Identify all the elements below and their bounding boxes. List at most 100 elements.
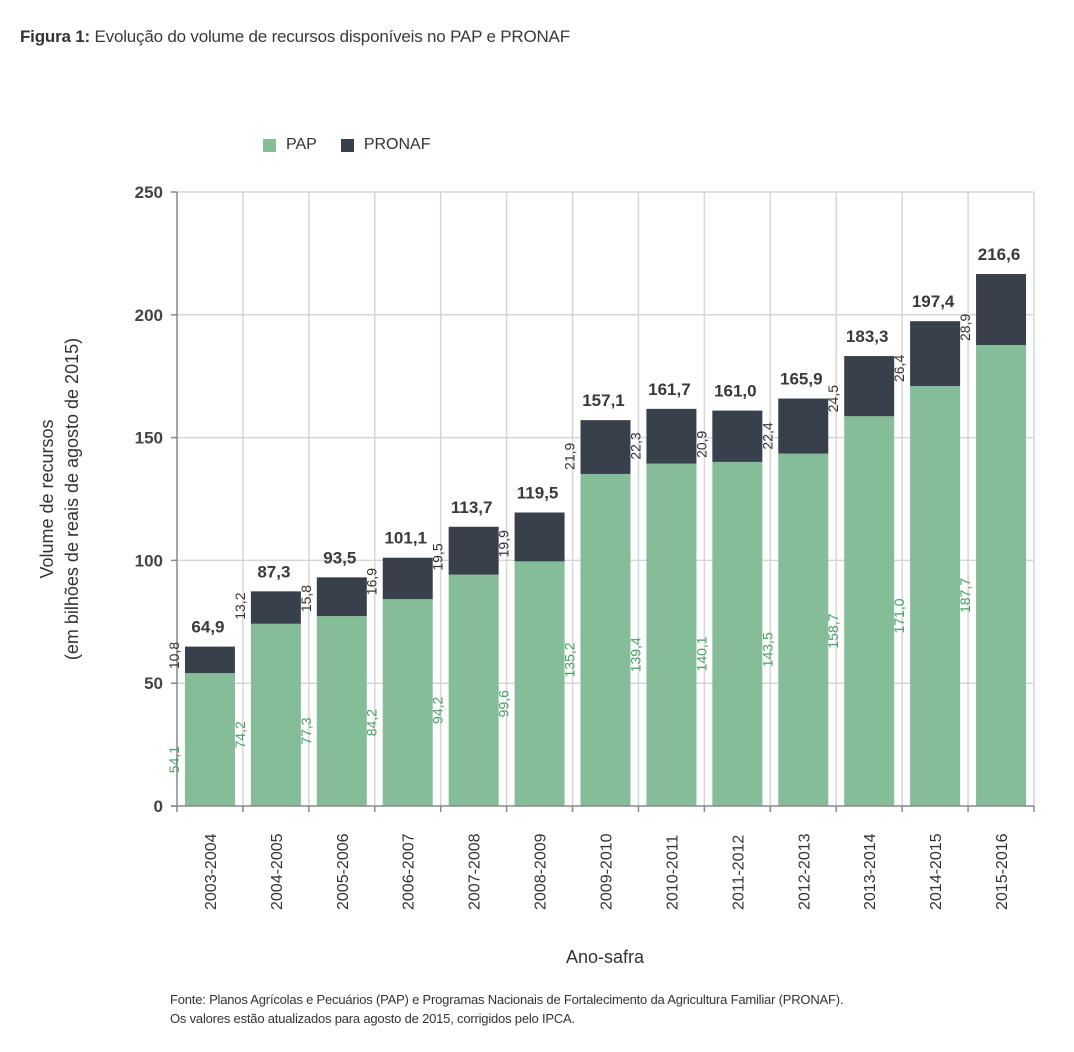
data-label-pap: 99,6 bbox=[496, 690, 512, 717]
x-tick-label: 2007-2008 bbox=[467, 833, 484, 910]
bar-pap bbox=[844, 416, 895, 806]
bar-pronaf bbox=[184, 646, 235, 674]
bar-pronaf bbox=[844, 356, 895, 417]
chart-legend: PAP PRONAF bbox=[263, 136, 455, 154]
x-tick-label: 2011-2012 bbox=[730, 835, 747, 910]
data-label-pap: 94,2 bbox=[430, 696, 446, 723]
legend-swatch-pronaf bbox=[340, 138, 354, 152]
data-label-pronaf: 19,9 bbox=[496, 530, 512, 557]
bar-pronaf bbox=[382, 557, 433, 600]
legend-label-pronaf: PRONAF bbox=[363, 136, 431, 153]
y-tick-label: 250 bbox=[135, 183, 163, 202]
data-label-pap: 140,1 bbox=[693, 636, 709, 671]
x-tick-label: 2013-2014 bbox=[862, 833, 879, 910]
data-label-pap: 158,7 bbox=[825, 613, 841, 648]
data-label-pap: 54,1 bbox=[166, 746, 182, 773]
labels-group: 54,1 10,8 64,9 2003-2004 74,2 13,2 87,3 2004-20… bbox=[166, 245, 1020, 910]
data-label-pronaf: 24,5 bbox=[825, 385, 841, 412]
data-label-total: 101,1 bbox=[384, 529, 427, 548]
data-label-pronaf: 26,4 bbox=[891, 355, 907, 382]
data-label-pap: 139,4 bbox=[627, 637, 643, 672]
bar-pap bbox=[316, 616, 367, 806]
bar-pap bbox=[712, 461, 763, 806]
axes-group: 0 50 100 150 200 250 bbox=[135, 183, 1035, 816]
x-axis-title: Ano-safra bbox=[566, 947, 645, 967]
legend-item-pronaf: PRONAF bbox=[340, 136, 431, 154]
data-label-total: 93,5 bbox=[323, 548, 356, 567]
data-label-pronaf: 20,9 bbox=[693, 430, 709, 457]
bars-group bbox=[184, 274, 1027, 806]
data-label-total: 64,9 bbox=[191, 618, 224, 637]
data-label-pronaf: 16,9 bbox=[364, 568, 380, 595]
source-line-2: Os valores estão atualizados para agosto… bbox=[170, 1011, 575, 1026]
bar-pap bbox=[448, 574, 499, 806]
x-tick-label: 2012-2013 bbox=[796, 833, 813, 910]
data-label-total: 165,9 bbox=[780, 370, 823, 389]
legend-label-pap: PAP bbox=[286, 136, 317, 153]
source-line-1: Fonte: Planos Agrícolas e Pecuários (PAP… bbox=[170, 992, 844, 1007]
data-label-pronaf: 22,3 bbox=[627, 432, 643, 459]
bar-pap bbox=[382, 599, 433, 806]
bar-pronaf bbox=[580, 420, 631, 474]
data-label-pap: 187,7 bbox=[957, 578, 973, 613]
data-label-pap: 135,2 bbox=[562, 642, 578, 677]
data-label-total: 161,7 bbox=[648, 380, 691, 399]
data-label-pap: 171,0 bbox=[891, 598, 907, 633]
data-label-pap: 143,5 bbox=[759, 632, 775, 667]
x-tick-label: 2010-2011 bbox=[664, 835, 681, 910]
x-tick-label: 2014-2015 bbox=[928, 833, 945, 910]
bar-pap bbox=[250, 623, 301, 806]
data-label-total: 113,7 bbox=[451, 498, 493, 517]
y-tick-label: 150 bbox=[135, 429, 163, 448]
bar-pronaf bbox=[778, 398, 829, 454]
bar-pap bbox=[976, 345, 1027, 806]
data-label-pronaf: 28,9 bbox=[957, 314, 973, 341]
bar-pap bbox=[514, 561, 565, 806]
data-label-pronaf: 15,8 bbox=[298, 585, 314, 612]
data-label-pronaf: 13,2 bbox=[232, 592, 248, 619]
source-note: Fonte: Planos Agrícolas e Pecuários (PAP… bbox=[170, 990, 843, 1028]
x-tick-label: 2009-2010 bbox=[599, 833, 616, 910]
legend-item-pap: PAP bbox=[263, 136, 317, 154]
bar-pronaf bbox=[514, 512, 565, 562]
y-tick-label: 0 bbox=[154, 797, 163, 816]
bar-pronaf bbox=[250, 591, 301, 624]
data-label-total: 216,6 bbox=[978, 245, 1021, 264]
bar-pronaf bbox=[976, 274, 1027, 346]
bar-pap bbox=[580, 473, 631, 806]
bar-pap bbox=[184, 673, 235, 806]
data-label-pap: 74,2 bbox=[232, 721, 248, 748]
y-tick-label: 200 bbox=[135, 306, 163, 325]
bar-pronaf bbox=[448, 526, 499, 575]
bar-pronaf bbox=[712, 410, 763, 462]
bar-pap bbox=[778, 453, 829, 806]
x-tick-label: 2008-2009 bbox=[533, 833, 550, 910]
y-tick-label: 50 bbox=[144, 674, 163, 693]
x-tick-label: 2003-2004 bbox=[203, 833, 220, 910]
legend-swatch-pap bbox=[263, 138, 276, 152]
data-label-pap: 84,2 bbox=[364, 709, 380, 736]
data-label-pronaf: 21,9 bbox=[562, 442, 578, 469]
y-axis-subtitle: (em bilhões de reais de agosto de 2015) bbox=[62, 338, 82, 660]
data-label-total: 197,4 bbox=[912, 292, 955, 311]
figure-label: Figura 1: bbox=[20, 27, 90, 46]
data-label-total: 157,1 bbox=[582, 391, 625, 410]
bar-pronaf bbox=[316, 577, 367, 617]
x-tick-label: 2006-2007 bbox=[401, 833, 418, 910]
data-label-total: 183,3 bbox=[846, 327, 889, 346]
figure-title: Figura 1: Evolução do volume de recursos… bbox=[20, 27, 570, 47]
bar-pronaf bbox=[910, 321, 961, 387]
figure-title-text: Evolução do volume de recursos disponíve… bbox=[90, 27, 571, 46]
data-label-pronaf: 19,5 bbox=[430, 543, 446, 570]
x-tick-label: 2004-2005 bbox=[269, 833, 286, 910]
bar-pap bbox=[910, 386, 961, 806]
data-label-pronaf: 22,4 bbox=[759, 422, 775, 449]
bar-pronaf bbox=[646, 408, 697, 464]
y-axis-title: Volume de recursos bbox=[37, 419, 57, 578]
data-label-total: 87,3 bbox=[257, 562, 290, 581]
bar-pap bbox=[646, 463, 697, 806]
data-label-total: 161,0 bbox=[714, 382, 757, 401]
data-label-pap: 77,3 bbox=[298, 717, 314, 744]
x-tick-label: 2005-2006 bbox=[335, 833, 352, 910]
